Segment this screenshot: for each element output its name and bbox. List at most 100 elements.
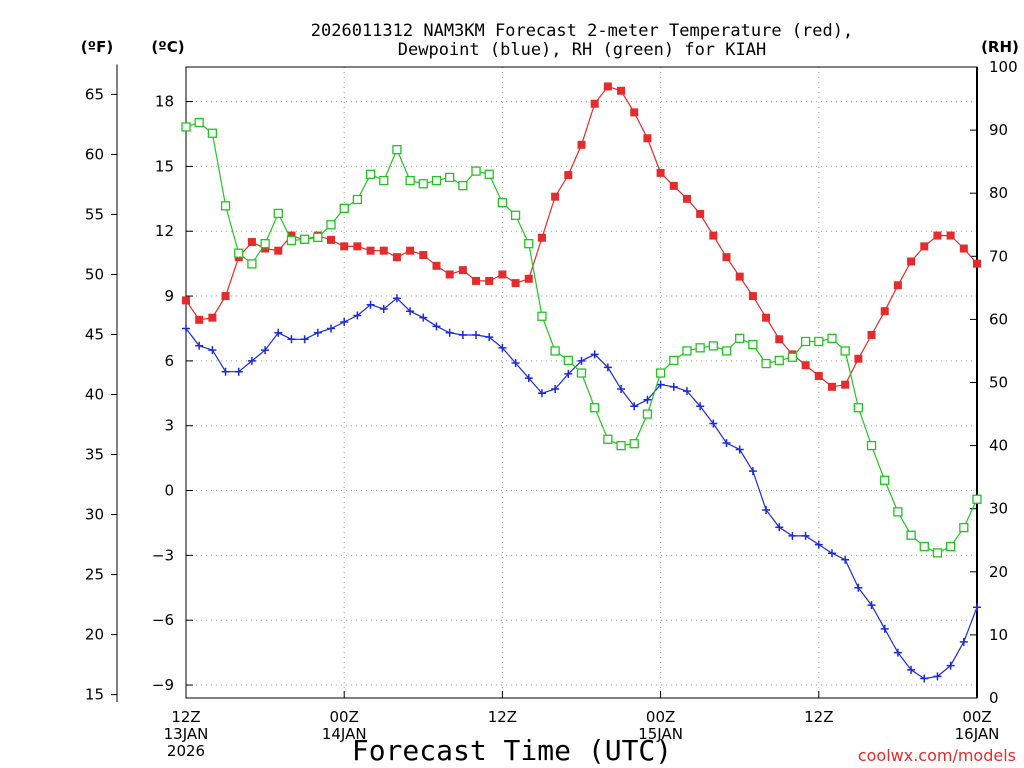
celsius-tick-label: 15: [155, 157, 174, 175]
data-point: [286, 235, 297, 246]
data-point: [498, 343, 507, 352]
rh-tick-label: 60: [989, 310, 1008, 328]
chart-title-line-2: Dewpoint (blue), RH (green) for KIAH: [398, 40, 766, 60]
data-point: [577, 356, 586, 365]
series-dewpoint: [182, 294, 981, 683]
data-point: [735, 272, 744, 281]
data-point: [195, 341, 204, 350]
data-point: [932, 548, 943, 558]
data-point: [274, 328, 283, 337]
data-point: [234, 367, 243, 376]
data-point: [959, 522, 969, 533]
data-point: [445, 270, 454, 279]
x-tick-label: 12Z: [171, 708, 200, 726]
data-point: [656, 380, 665, 389]
data-point: [907, 257, 916, 266]
data-point: [392, 294, 401, 303]
data-point: [181, 122, 191, 132]
data-point: [353, 311, 362, 320]
data-point: [695, 343, 705, 353]
rh-tick-label: 80: [989, 184, 1008, 202]
fahrenheit-tick-label: 20: [85, 626, 104, 644]
x-tick-label: 12Z: [804, 708, 833, 726]
data-point: [696, 402, 705, 411]
data-point: [801, 361, 810, 370]
data-point: [973, 259, 981, 268]
data-point: [893, 281, 902, 290]
data-point: [485, 276, 494, 285]
x-tick-label: 00Z: [330, 708, 359, 726]
data-point: [880, 624, 889, 633]
data-point: [814, 540, 823, 549]
data-point: [208, 346, 217, 355]
data-point: [299, 234, 310, 244]
x-tick-label: 2026: [167, 742, 205, 760]
data-point: [366, 246, 375, 255]
data-point: [972, 494, 982, 504]
fahrenheit-tick-label: 65: [85, 85, 104, 103]
data-point: [340, 317, 349, 326]
data-point: [682, 387, 691, 396]
data-point: [762, 505, 771, 514]
series-rh: [181, 117, 982, 558]
data-point: [761, 358, 771, 369]
data-point: [721, 346, 732, 356]
x-tick-label: 13JAN: [164, 725, 209, 743]
data-point: [893, 507, 903, 517]
data-point: [722, 253, 731, 262]
data-point: [959, 244, 968, 253]
data-point: [511, 279, 520, 288]
data-point: [392, 253, 401, 262]
data-point: [431, 175, 442, 186]
x-tick-label: 16JAN: [955, 725, 1000, 743]
data-point: [774, 355, 784, 366]
data-point: [629, 439, 639, 449]
data-point: [419, 313, 428, 322]
data-point: [696, 209, 705, 218]
data-point: [973, 603, 981, 612]
data-point: [919, 541, 929, 552]
data-point: [603, 434, 613, 444]
rh-tick-label: 10: [989, 626, 1008, 644]
data-point: [405, 175, 415, 186]
data-point: [617, 86, 626, 95]
data-point: [735, 445, 744, 454]
data-point: [273, 208, 283, 219]
data-point: [854, 354, 863, 363]
data-point: [445, 328, 454, 337]
celsius-tick-label: 12: [155, 222, 174, 240]
data-point: [484, 169, 494, 179]
data-point: [247, 356, 256, 365]
data-point: [682, 194, 691, 203]
celsius-unit-label: (ºC): [151, 38, 184, 56]
rh-tick-label: 40: [989, 437, 1008, 455]
data-point: [920, 674, 929, 683]
data-point: [722, 439, 731, 448]
data-point: [708, 341, 718, 351]
data-point: [827, 382, 836, 391]
data-point: [537, 389, 546, 398]
axes: −9 −6 −3 0 3 6 9 12 15 18 15 20 25 30 35 40 45 50 55 60 65 0 1…: [85, 58, 1018, 760]
data-point: [497, 198, 508, 208]
data-point: [775, 523, 784, 532]
data-point: [207, 128, 218, 138]
series-layer: [181, 82, 982, 683]
data-point: [260, 239, 270, 249]
rh-tick-label: 30: [989, 500, 1008, 518]
data-point: [392, 145, 402, 155]
data-point: [709, 231, 718, 240]
data-point: [551, 384, 560, 393]
data-point: [682, 346, 692, 356]
data-point: [261, 244, 270, 253]
data-point: [432, 261, 441, 270]
data-point: [642, 409, 653, 419]
grid-lines: [185, 67, 978, 698]
rh-tick-label: 0: [989, 689, 999, 707]
data-point: [867, 330, 876, 339]
fahrenheit-tick-label: 55: [85, 205, 104, 223]
data-point: [221, 367, 230, 376]
data-point: [853, 403, 863, 413]
data-point: [841, 380, 850, 389]
data-point: [220, 201, 231, 211]
data-point: [524, 374, 533, 383]
